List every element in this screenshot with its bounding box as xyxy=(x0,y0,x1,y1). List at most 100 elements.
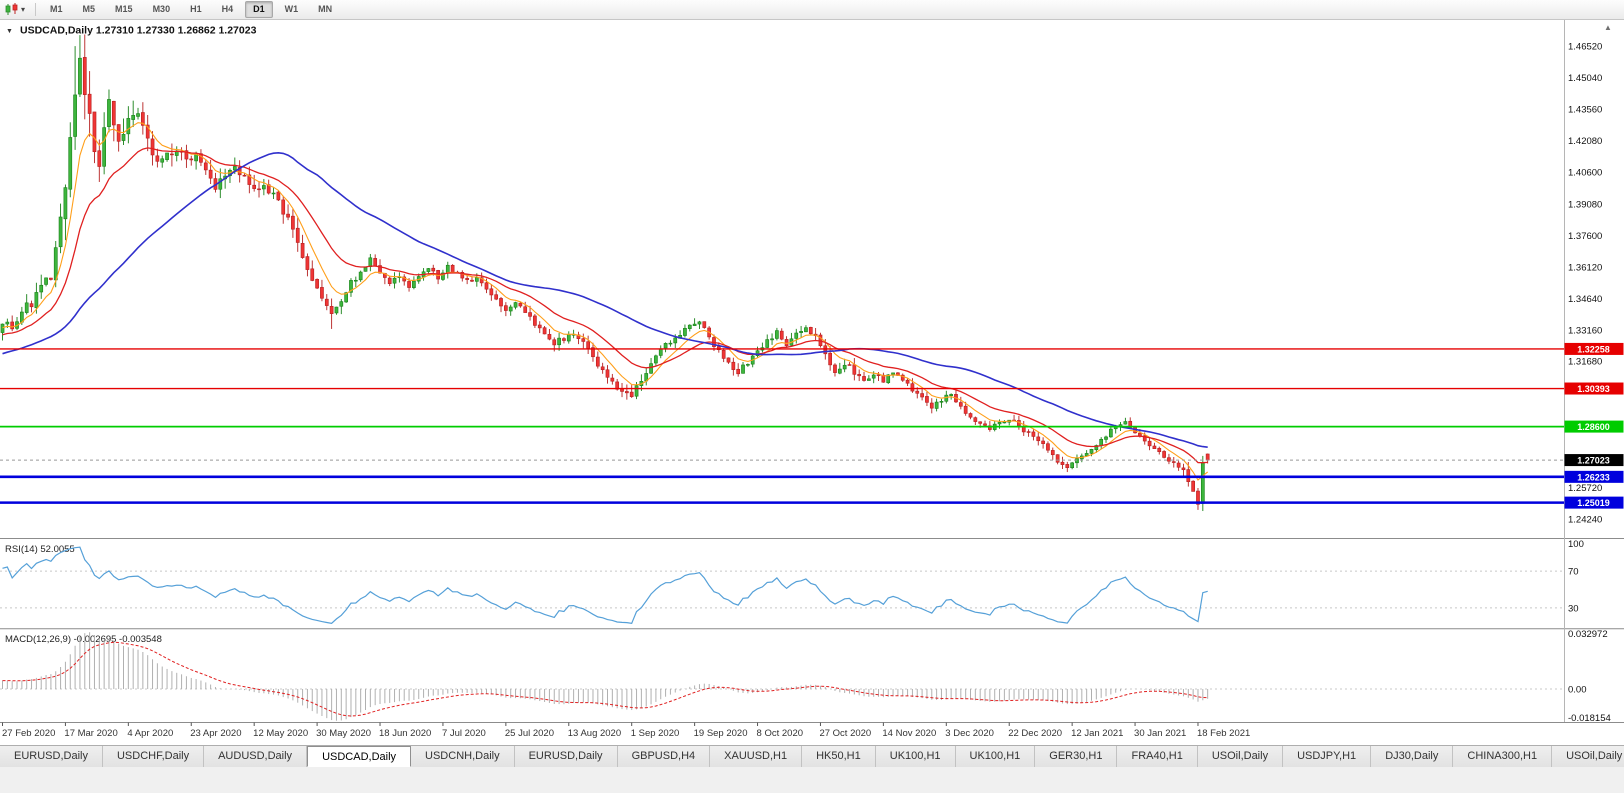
date-axis-label: 27 Oct 2020 xyxy=(819,728,871,739)
date-axis-label: 4 Apr 2020 xyxy=(127,728,173,739)
price-axis-label: 1.42080 xyxy=(1568,136,1602,147)
chart-tab-3-usdcad-daily[interactable]: USDCAD,Daily xyxy=(307,746,412,767)
macd-axis-label-bottom: -0.018154 xyxy=(1568,713,1611,724)
date-axis-label: 27 Feb 2020 xyxy=(2,728,55,739)
timeframe-button-h1[interactable]: H1 xyxy=(190,4,202,14)
date-axis-label: 22 Dec 2020 xyxy=(1008,728,1062,739)
chart-tab-4-usdcnh-daily[interactable]: USDCNH,Daily xyxy=(411,746,515,767)
svg-text:1.26233: 1.26233 xyxy=(1577,472,1610,482)
chart-tab-14-usdjpy-h1[interactable]: USDJPY,H1 xyxy=(1283,746,1372,767)
date-axis-label: 3 Dec 2020 xyxy=(945,728,994,739)
price-axis-label: 1.34640 xyxy=(1568,294,1602,305)
price-tag-1.28600: 1.28600 xyxy=(1564,420,1624,433)
chart-canvas[interactable]: ▼ USDCAD,Daily 1.27310 1.27330 1.26862 1… xyxy=(0,20,1624,745)
chart-tab-16-china300-h1[interactable]: CHINA300,H1 xyxy=(1453,746,1553,767)
price-axis-label: 1.37600 xyxy=(1568,231,1602,242)
svg-text:1.30393: 1.30393 xyxy=(1577,384,1610,394)
price-axis-label: 1.33160 xyxy=(1568,325,1602,336)
chart-tab-9-uk100-h1[interactable]: UK100,H1 xyxy=(875,746,956,767)
svg-text:1.25019: 1.25019 xyxy=(1577,498,1610,508)
date-axis-label: 12 Jan 2021 xyxy=(1071,728,1123,739)
price-tag-1.32258: 1.32258 xyxy=(1564,342,1624,355)
price-tag-1.30393: 1.30393 xyxy=(1564,382,1624,395)
rsi-axis-label: 30 xyxy=(1568,603,1579,614)
price-tag-1.26233: 1.26233 xyxy=(1564,470,1624,483)
rsi-axis-label: 100 xyxy=(1568,539,1584,550)
date-axis-label: 25 Jul 2020 xyxy=(505,728,554,739)
date-axis-label: 17 Mar 2020 xyxy=(64,728,117,739)
timeframe-button-mn[interactable]: MN xyxy=(318,4,333,14)
mid-ma-line xyxy=(2,147,1208,464)
price-axis-label: 1.24240 xyxy=(1568,515,1602,526)
scroll-up-icon[interactable]: ▲ xyxy=(1604,23,1612,32)
chart-title: USDCAD,Daily 1.27310 1.27330 1.26862 1.2… xyxy=(20,25,257,37)
chart-tab-2-audusd-daily[interactable]: AUDUSD,Daily xyxy=(204,746,308,767)
top-toolbar: ▾ M1 M5 M15 M30 H1 H4 D1 W1 MN xyxy=(0,0,1624,20)
chart-tab-12-fra40-h1[interactable]: FRA40,H1 xyxy=(1117,746,1198,767)
date-axis-label: 30 May 2020 xyxy=(316,728,371,739)
macd-label: MACD(12,26,9) -0.002695 -0.003548 xyxy=(5,634,162,645)
price-tag-1.27023: 1.27023 xyxy=(1564,454,1624,467)
toolbar-separator xyxy=(35,3,37,16)
chart-tab-8-hk50-h1[interactable]: HK50,H1 xyxy=(802,746,876,767)
timeframe-button-h4[interactable]: H4 xyxy=(221,4,234,14)
date-axis: 27 Feb 2020 17 Mar 2020 4 Apr 2020 23 Apr 2… xyxy=(2,722,1250,739)
price-tag-1.25019: 1.25019 xyxy=(1564,496,1624,509)
candles-layer xyxy=(0,34,1210,512)
price-axis-label: 1.36120 xyxy=(1568,262,1602,273)
svg-text:1.28600: 1.28600 xyxy=(1577,422,1610,432)
price-axis-label: 1.45040 xyxy=(1568,73,1602,84)
chart-tab-15-dj30-daily[interactable]: DJ30,Daily xyxy=(1371,746,1454,767)
timeframe-button-m15[interactable]: M15 xyxy=(115,4,133,14)
timeframe-button-m30[interactable]: M30 xyxy=(152,4,171,14)
date-axis-label: 18 Feb 2021 xyxy=(1197,728,1250,739)
price-axis-label: 1.40600 xyxy=(1568,167,1602,178)
chart-tab-6-gbpusd-h4[interactable]: GBPUSD,H4 xyxy=(617,746,711,767)
timeframe-button-group: M1 M5 M15 M30 H1 H4 D1 W1 MN xyxy=(42,1,340,18)
chart-tab-5-eurusd-daily[interactable]: EURUSD,Daily xyxy=(514,746,618,767)
date-axis-label: 7 Jul 2020 xyxy=(442,728,486,739)
svg-text:1.32258: 1.32258 xyxy=(1577,344,1610,354)
rsi-axis-label: 70 xyxy=(1568,567,1579,578)
price-axis-label: 1.39080 xyxy=(1568,200,1602,211)
timeframe-button-m5[interactable]: M5 xyxy=(82,4,96,14)
date-axis-label: 13 Aug 2020 xyxy=(568,728,621,739)
date-axis-label: 1 Sep 2020 xyxy=(631,728,680,739)
chart-tab-13-usoil-daily[interactable]: USOil,Daily xyxy=(1197,746,1284,767)
date-axis-label: 23 Apr 2020 xyxy=(190,728,241,739)
bottom-strip xyxy=(0,767,1624,793)
date-axis-label: 30 Jan 2021 xyxy=(1134,728,1186,739)
timeframe-button-w1[interactable]: W1 xyxy=(284,4,299,14)
price-axis-label: 1.46520 xyxy=(1568,42,1602,53)
chart-tab-11-ger30-h1[interactable]: GER30,H1 xyxy=(1035,746,1118,767)
rsi-line xyxy=(2,546,1208,624)
price-axis-label: 1.43560 xyxy=(1568,104,1602,115)
candlestick-chart-icon[interactable] xyxy=(5,3,19,16)
chart-dropdown-caret-icon[interactable]: ▾ xyxy=(21,5,26,14)
rsi-label: RSI(14) 52.0055 xyxy=(5,544,75,555)
price-axis-label: 1.31680 xyxy=(1568,357,1602,368)
chart-tab-7-xauusd-h1[interactable]: XAUUSD,H1 xyxy=(710,746,803,767)
macd-histogram xyxy=(2,632,1209,721)
timeframe-button-d1[interactable]: D1 xyxy=(245,1,273,18)
price-axis: 1.46520 1.45040 1.43560 1.42080 1.40600 1.390… xyxy=(1568,42,1611,724)
macd-axis-label-zero: 0.00 xyxy=(1568,685,1587,696)
price-axis-label: 1.25720 xyxy=(1568,483,1602,494)
date-axis-label: 19 Sep 2020 xyxy=(694,728,748,739)
macd-signal-line xyxy=(2,641,1208,717)
date-axis-label: 18 Jun 2020 xyxy=(379,728,431,739)
candlestick-chart-icon-graphic xyxy=(5,3,18,15)
chart-tab-0-eurusd-daily[interactable]: EURUSD,Daily xyxy=(0,746,103,767)
macd-axis-label-top: 0.032972 xyxy=(1568,629,1608,640)
slow-ma-line xyxy=(2,151,1208,448)
chart-tab-17-usoil-daily[interactable]: USOil,Daily xyxy=(1552,746,1624,767)
symbol-tab-bar: EURUSD,Daily USDCHF,Daily AUDUSD,Daily USDC… xyxy=(0,745,1624,767)
fast-ma-line xyxy=(2,122,1209,481)
date-axis-label: 8 Oct 2020 xyxy=(757,728,803,739)
chart-title-caret-icon[interactable]: ▼ xyxy=(6,28,13,35)
chart-tab-10-uk100-h1[interactable]: UK100,H1 xyxy=(955,746,1036,767)
chart-tab-1-usdchf-daily[interactable]: USDCHF,Daily xyxy=(102,746,205,767)
date-axis-label: 14 Nov 2020 xyxy=(882,728,936,739)
timeframe-button-m1[interactable]: M1 xyxy=(50,4,63,14)
date-axis-label: 12 May 2020 xyxy=(253,728,308,739)
